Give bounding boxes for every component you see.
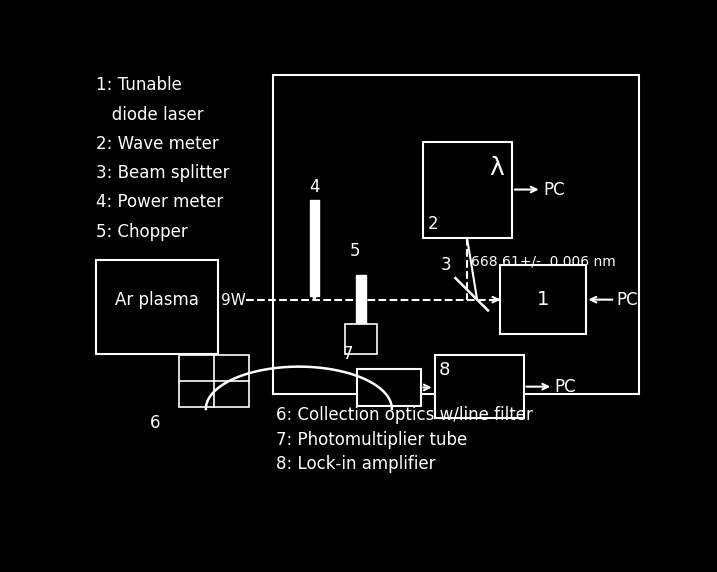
Text: 5: Chopper: 5: Chopper: [96, 223, 188, 241]
Text: 668.61+/-  0.006 nm: 668.61+/- 0.006 nm: [471, 254, 616, 268]
Text: 4: 4: [309, 178, 320, 196]
Text: 6: 6: [151, 414, 161, 432]
Text: 2: Wave meter: 2: Wave meter: [96, 135, 219, 153]
Bar: [356, 275, 366, 325]
Bar: [345, 324, 377, 353]
Text: 8: Lock-in amplifier: 8: Lock-in amplifier: [275, 455, 435, 473]
Text: PC: PC: [543, 181, 564, 198]
Bar: [423, 142, 512, 238]
Bar: [435, 355, 523, 418]
Text: 2: 2: [427, 216, 438, 233]
Bar: [273, 75, 639, 394]
Text: λ: λ: [489, 156, 504, 180]
Bar: [310, 200, 319, 296]
Text: 3: Beam splitter: 3: Beam splitter: [96, 164, 229, 182]
Text: 4: Power meter: 4: Power meter: [96, 193, 223, 212]
Text: PC: PC: [617, 291, 638, 309]
Text: Ar plasma: Ar plasma: [115, 291, 199, 309]
Bar: [500, 265, 586, 334]
Bar: [357, 369, 421, 406]
Text: 3: 3: [441, 256, 452, 274]
Bar: [96, 260, 218, 353]
Text: 1: 1: [537, 290, 549, 309]
Text: 7: Photomultiplier tube: 7: Photomultiplier tube: [275, 431, 467, 448]
Text: diode laser: diode laser: [96, 106, 204, 124]
Text: 1: Tunable: 1: Tunable: [96, 76, 181, 94]
Text: PC: PC: [555, 378, 576, 396]
Text: 6: Collection optics w/line filter: 6: Collection optics w/line filter: [275, 406, 533, 424]
Text: 8: 8: [439, 362, 450, 379]
Bar: [179, 355, 249, 407]
Text: 7: 7: [343, 345, 353, 363]
Text: 9W: 9W: [222, 293, 246, 308]
Text: 5: 5: [349, 241, 360, 260]
